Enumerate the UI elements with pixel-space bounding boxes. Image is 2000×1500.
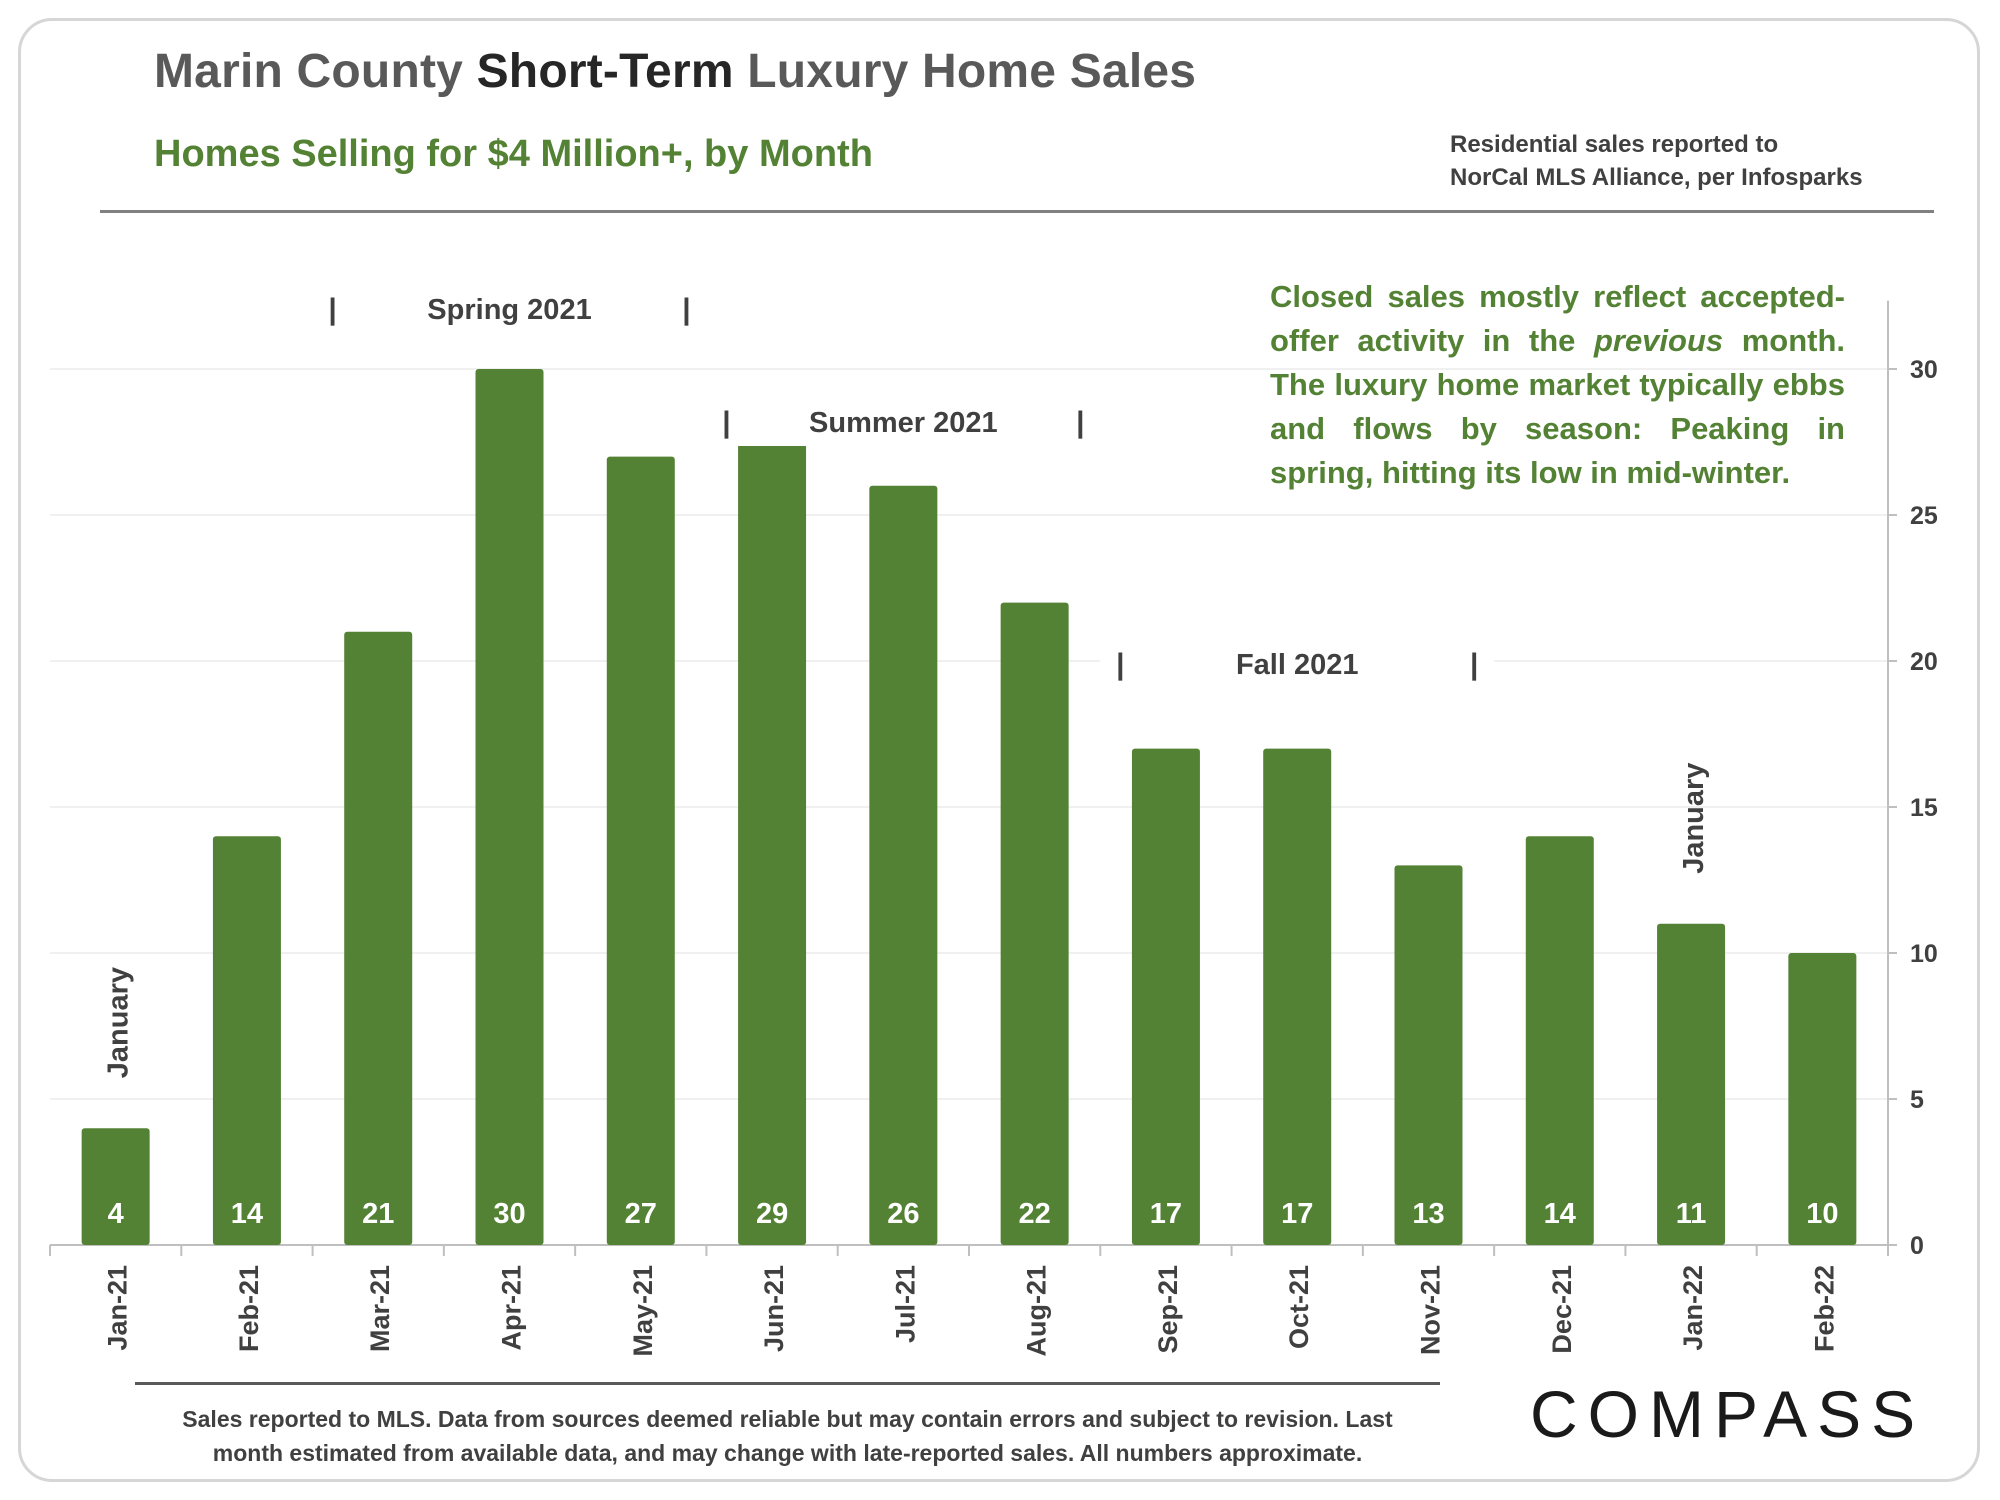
x-tick-label: Sep-21 [1153,1265,1183,1354]
bar [212,836,281,1245]
y-tick-label: 0 [1910,1232,1924,1260]
source-line-2: NorCal MLS Alliance, per Infosparks [1450,164,1863,191]
header-divider [100,210,1934,213]
bar [1263,748,1332,1245]
annotation-text: Closed sales mostly reflect accepted-off… [1270,275,1845,495]
footnote-line-1: Sales reported to MLS. Data from sources… [182,1406,1393,1432]
season-bracket-right: | [1076,406,1084,439]
y-tick-label: 10 [1910,940,1938,968]
bar [1131,748,1200,1245]
bar [1525,836,1594,1245]
x-tick-label: Nov-21 [1416,1265,1446,1355]
season-label: Summer 2021 [809,407,998,439]
bar [1788,953,1857,1245]
x-tick-label: Feb-21 [234,1265,264,1352]
bar [475,369,544,1245]
bar [606,456,675,1246]
chart-subtitle: Homes Selling for $4 Million+, by Month [154,133,873,175]
season-label: Fall 2021 [1236,649,1359,681]
x-tick-label: Dec-21 [1547,1265,1577,1354]
data-label: 26 [887,1198,919,1230]
x-tick-label: Jan-21 [103,1265,133,1351]
january-marker: January [103,967,135,1078]
compass-logo: COMPASS [1530,1377,1926,1451]
season-bracket-left: | [722,406,730,439]
data-label: 22 [1019,1198,1051,1230]
data-label: 17 [1150,1198,1182,1230]
footnote: Sales reported to MLS. Data from sources… [135,1402,1440,1470]
data-label: 13 [1412,1198,1444,1230]
data-label: 21 [362,1198,394,1230]
y-tick-label: 25 [1910,502,1938,530]
bar [344,631,413,1245]
annotation-part-1: Closed sales mostly reflect accepted-off… [1270,279,1845,358]
x-tick-label: May-21 [628,1265,658,1357]
data-label: 14 [1544,1198,1576,1230]
title-part-3: Luxury Home Sales [733,45,1197,98]
season-bracket-left: | [328,293,336,326]
y-tick-label: 5 [1910,1086,1924,1114]
x-tick-label: Apr-21 [497,1265,527,1351]
y-tick-label: 20 [1910,648,1938,676]
data-label: 14 [231,1198,263,1230]
bar [1000,602,1069,1245]
annotation-part-2: month. The luxury home market typically … [1270,323,1846,490]
x-tick-label: Mar-21 [365,1265,395,1352]
data-label: 27 [625,1198,657,1230]
bar [869,485,938,1245]
season-label-background [1100,632,1495,688]
bar [1657,923,1726,1245]
y-tick-label: 15 [1910,794,1938,822]
season-label-background [312,277,707,333]
data-label: 11 [1676,1198,1707,1230]
x-tick-label: Aug-21 [1022,1265,1052,1357]
season-label: Spring 2021 [427,294,591,326]
data-label: 4 [108,1198,124,1230]
data-label: 29 [756,1198,788,1230]
season-label-background [706,390,1101,446]
annotation-emphasis: previous [1593,323,1724,358]
x-tick-label: Oct-21 [1284,1265,1314,1349]
y-tick-label: 30 [1910,356,1938,384]
x-tick-label: Jul-21 [890,1265,920,1343]
bar [738,398,807,1245]
data-label: 10 [1806,1198,1838,1230]
x-tick-label: Jun-21 [759,1265,789,1352]
data-label: 17 [1281,1198,1313,1230]
season-bracket-right: | [1470,648,1478,681]
x-tick-label: Jan-22 [1678,1265,1708,1351]
footer-divider [135,1382,1440,1385]
title-part-2: Short-Term [476,45,734,98]
bar [81,1128,150,1245]
footnote-line-2: month estimated from available data, and… [212,1440,1363,1466]
bar [1394,865,1463,1245]
source-note: Residential sales reported to NorCal MLS… [1450,128,1863,194]
chart-title: Marin County Short-Term Luxury Home Sale… [154,44,1196,99]
title-part-1: Marin County [154,45,477,98]
season-bracket-right: | [682,293,690,326]
january-marker: January [1678,763,1710,874]
source-line-1: Residential sales reported to [1450,131,1779,158]
data-label: 30 [493,1198,525,1230]
x-tick-label: Feb-22 [1809,1265,1839,1352]
season-bracket-left: | [1116,648,1124,681]
